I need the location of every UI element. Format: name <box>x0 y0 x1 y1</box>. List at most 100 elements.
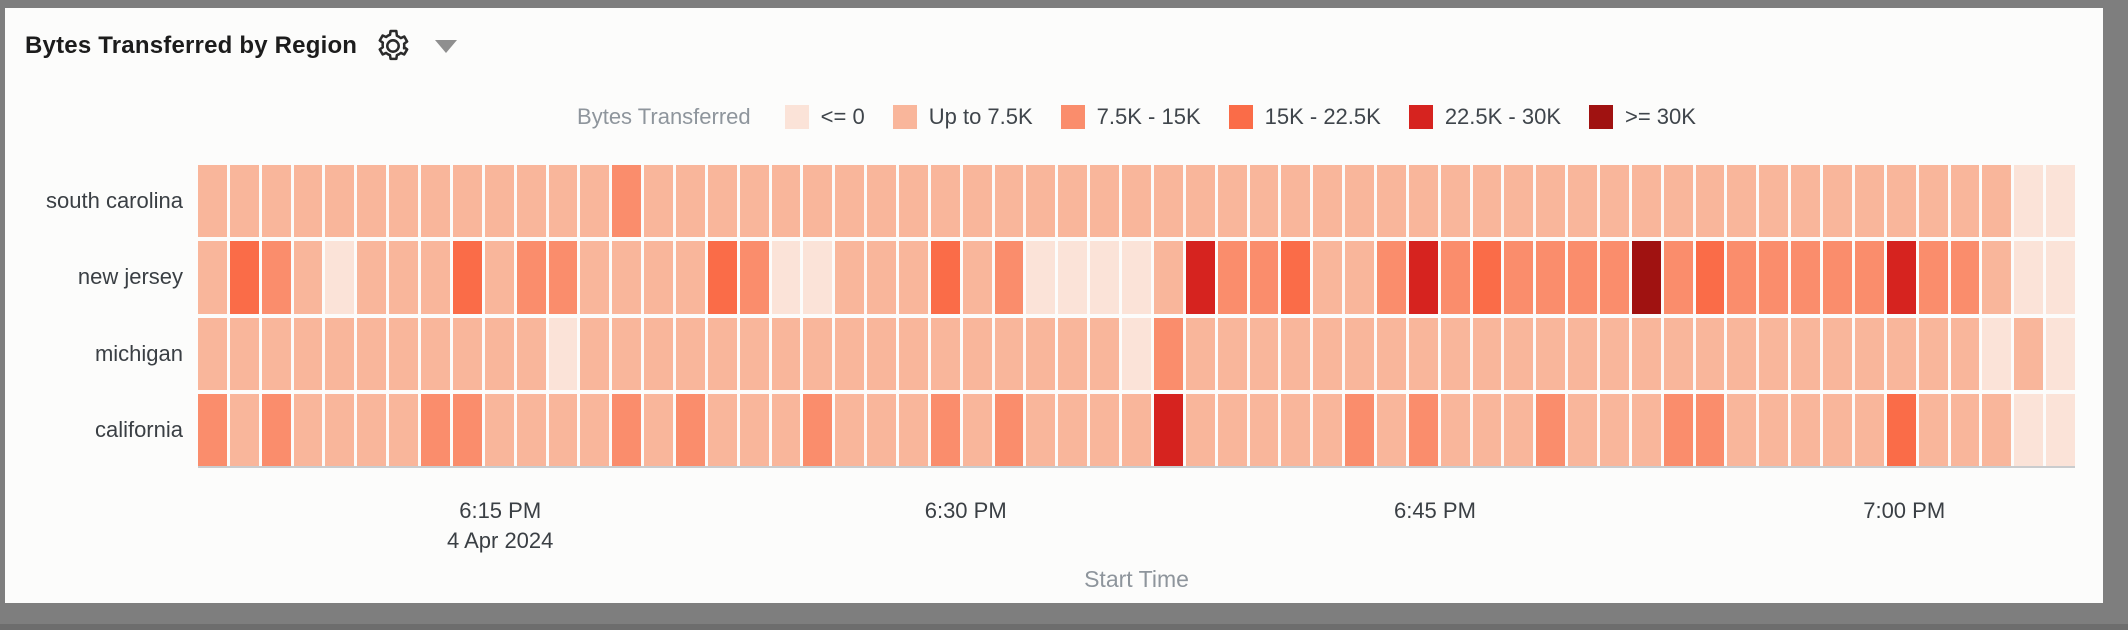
heatmap-cell[interactable] <box>261 393 291 466</box>
heatmap-cell[interactable] <box>675 165 705 238</box>
heatmap-cell[interactable] <box>1345 393 1374 466</box>
heatmap-cell[interactable] <box>803 241 833 314</box>
heatmap-cell[interactable] <box>1854 393 1884 466</box>
heatmap-cell[interactable] <box>1313 241 1343 314</box>
heatmap-cell[interactable] <box>548 165 578 238</box>
heatmap-cell[interactable] <box>548 317 578 390</box>
heatmap-cell[interactable] <box>1568 241 1598 314</box>
heatmap-cell[interactable] <box>1886 241 1916 314</box>
heatmap-cell[interactable] <box>1090 165 1120 238</box>
heatmap-cell[interactable] <box>739 393 769 466</box>
heatmap-cell[interactable] <box>1345 317 1374 390</box>
heatmap-cell[interactable] <box>516 165 546 238</box>
legend-item[interactable]: 7.5K - 15K <box>1060 104 1201 130</box>
heatmap-cell[interactable] <box>994 165 1024 238</box>
heatmap-cell[interactable] <box>1918 165 1948 238</box>
heatmap-cell[interactable] <box>1504 393 1534 466</box>
heatmap-cell[interactable] <box>1376 317 1406 390</box>
heatmap-cell[interactable] <box>675 393 705 466</box>
heatmap-cell[interactable] <box>1376 165 1406 238</box>
heatmap-cell[interactable] <box>1791 393 1821 466</box>
heatmap-cell[interactable] <box>644 393 673 466</box>
heatmap-cell[interactable] <box>1281 393 1311 466</box>
heatmap-cell[interactable] <box>1408 241 1438 314</box>
heatmap-cell[interactable] <box>1217 317 1247 390</box>
heatmap-cell[interactable] <box>803 165 833 238</box>
heatmap-cell[interactable] <box>1727 241 1757 314</box>
heatmap-cell[interactable] <box>580 393 610 466</box>
heatmap-cell[interactable] <box>1791 241 1821 314</box>
heatmap-cell[interactable] <box>1791 165 1821 238</box>
heatmap-cell[interactable] <box>325 317 355 390</box>
heatmap-cell[interactable] <box>1600 165 1629 238</box>
heatmap-cell[interactable] <box>452 317 482 390</box>
heatmap-cell[interactable] <box>1153 393 1183 466</box>
heatmap-cell[interactable] <box>1823 241 1852 314</box>
heatmap-cell[interactable] <box>930 241 960 314</box>
heatmap-cell[interactable] <box>644 317 673 390</box>
heatmap-cell[interactable] <box>1026 241 1056 314</box>
heatmap-cell[interactable] <box>930 317 960 390</box>
heatmap-cell[interactable] <box>198 317 227 390</box>
heatmap-cell[interactable] <box>1249 241 1279 314</box>
heatmap-cell[interactable] <box>452 393 482 466</box>
heatmap-cell[interactable] <box>1568 393 1598 466</box>
heatmap-cell[interactable] <box>1408 317 1438 390</box>
heatmap-cell[interactable] <box>1217 393 1247 466</box>
heatmap-cell[interactable] <box>1886 317 1916 390</box>
heatmap-cell[interactable] <box>707 317 737 390</box>
heatmap-cell[interactable] <box>1950 241 1980 314</box>
heatmap-cell[interactable] <box>548 393 578 466</box>
heatmap-cell[interactable] <box>1026 165 1056 238</box>
heatmap-cell[interactable] <box>1376 241 1406 314</box>
heatmap-cell[interactable] <box>229 393 259 466</box>
heatmap-cell[interactable] <box>1185 241 1215 314</box>
heatmap-cell[interactable] <box>771 393 801 466</box>
gear-icon[interactable] <box>375 28 411 64</box>
heatmap-cell[interactable] <box>1026 393 1056 466</box>
heatmap-cell[interactable] <box>325 165 355 238</box>
heatmap-cell[interactable] <box>867 241 897 314</box>
heatmap-cell[interactable] <box>1663 317 1693 390</box>
heatmap-cell[interactable] <box>1185 317 1215 390</box>
legend-item[interactable]: >= 30K <box>1589 104 1696 130</box>
heatmap-cell[interactable] <box>1504 317 1534 390</box>
heatmap-cell[interactable] <box>261 165 291 238</box>
heatmap-cell[interactable] <box>771 317 801 390</box>
heatmap-cell[interactable] <box>1950 393 1980 466</box>
heatmap-cell[interactable] <box>1058 241 1088 314</box>
heatmap-cell[interactable] <box>1791 317 1821 390</box>
legend-item[interactable]: 22.5K - 30K <box>1408 104 1561 130</box>
heatmap-cell[interactable] <box>261 241 291 314</box>
legend-item[interactable]: Up to 7.5K <box>892 104 1033 130</box>
heatmap-cell[interactable] <box>421 317 450 390</box>
heatmap-cell[interactable] <box>1759 241 1789 314</box>
heatmap-cell[interactable] <box>962 393 992 466</box>
heatmap-cell[interactable] <box>803 317 833 390</box>
heatmap-cell[interactable] <box>198 165 227 238</box>
heatmap-cell[interactable] <box>484 393 514 466</box>
heatmap-cell[interactable] <box>1472 165 1502 238</box>
heatmap-cell[interactable] <box>1982 165 2012 238</box>
heatmap-cell[interactable] <box>421 393 450 466</box>
heatmap-cell[interactable] <box>293 393 323 466</box>
heatmap-cell[interactable] <box>739 165 769 238</box>
heatmap-cell[interactable] <box>452 241 482 314</box>
heatmap-cell[interactable] <box>835 393 865 466</box>
heatmap-cell[interactable] <box>1695 317 1725 390</box>
heatmap-cell[interactable] <box>1982 241 2012 314</box>
heatmap-cell[interactable] <box>739 241 769 314</box>
heatmap-cell[interactable] <box>1695 241 1725 314</box>
heatmap-cell[interactable] <box>1504 241 1534 314</box>
heatmap-cell[interactable] <box>835 317 865 390</box>
heatmap-cell[interactable] <box>389 393 419 466</box>
heatmap-cell[interactable] <box>198 393 227 466</box>
legend-item[interactable]: <= 0 <box>784 104 865 130</box>
heatmap-cell[interactable] <box>930 393 960 466</box>
heatmap-cell[interactable] <box>1281 241 1311 314</box>
heatmap-cell[interactable] <box>1631 317 1661 390</box>
heatmap-cell[interactable] <box>357 165 387 238</box>
heatmap-cell[interactable] <box>994 393 1024 466</box>
heatmap-cell[interactable] <box>1504 165 1534 238</box>
heatmap-cell[interactable] <box>675 241 705 314</box>
